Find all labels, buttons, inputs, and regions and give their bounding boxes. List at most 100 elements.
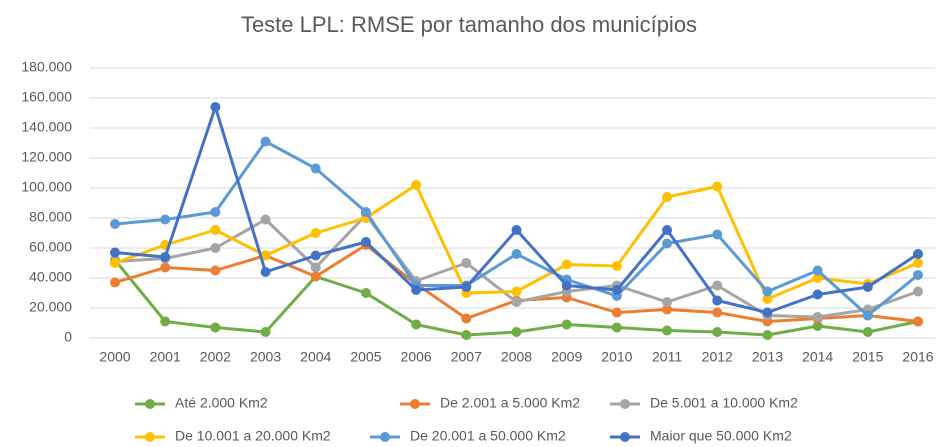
x-tick-label: 2010: [601, 349, 632, 365]
data-point: [260, 267, 271, 277]
data-point: [210, 243, 221, 253]
data-point: [611, 261, 622, 271]
data-point: [411, 319, 422, 330]
data-point: [110, 219, 120, 229]
data-point: [160, 316, 171, 327]
data-point: [812, 265, 823, 276]
data-point: [210, 207, 221, 217]
data-point: [511, 249, 522, 259]
data-point: [360, 237, 371, 247]
x-tick-label: 2014: [802, 349, 833, 365]
data-point: [461, 313, 472, 324]
x-tick-label: 2007: [451, 349, 482, 365]
data-point: [611, 307, 622, 318]
data-point: [712, 229, 723, 240]
y-tick-label: 20.000: [29, 299, 72, 315]
legend-label: Até 2.000 Km2: [175, 395, 268, 411]
data-point: [812, 312, 823, 322]
series-line: [114, 105, 919, 314]
data-point: [461, 282, 472, 292]
data-point: [310, 262, 321, 273]
x-tick-label: 2015: [852, 349, 883, 365]
data-point: [662, 238, 673, 249]
y-tick-label: 60.000: [29, 239, 72, 255]
x-tick-label: 2001: [150, 349, 181, 365]
data-point: [461, 258, 472, 268]
x-tick-label: 2009: [551, 349, 582, 365]
data-point: [611, 322, 622, 333]
data-point: [712, 307, 723, 318]
legend-marker: [145, 399, 155, 409]
x-tick-label: 2004: [300, 349, 331, 365]
x-tick-label: 2005: [350, 349, 381, 365]
y-tick-label: 180.000: [21, 59, 72, 75]
data-point: [310, 228, 321, 238]
data-point: [260, 136, 271, 147]
data-point: [712, 280, 723, 291]
x-tick-label: 2006: [401, 349, 432, 365]
data-point: [210, 265, 221, 276]
data-point: [160, 262, 171, 273]
data-point: [360, 288, 371, 298]
data-point: [611, 285, 622, 295]
data-point: [662, 192, 673, 202]
data-point: [662, 304, 673, 315]
data-point: [862, 282, 873, 292]
data-point: [160, 252, 171, 262]
data-point: [662, 225, 673, 235]
data-point: [360, 207, 371, 217]
data-point: [913, 270, 923, 280]
data-point: [662, 297, 673, 307]
y-tick-label: 40.000: [29, 269, 72, 285]
data-point: [511, 327, 522, 337]
x-tick-label: 2008: [501, 349, 532, 365]
data-point: [662, 325, 673, 336]
data-point: [210, 322, 221, 333]
data-point: [210, 225, 221, 235]
data-point: [310, 271, 321, 282]
data-point: [913, 316, 923, 327]
y-tick-label: 160.000: [21, 89, 72, 105]
y-tick-label: 120.000: [21, 149, 72, 165]
data-point: [411, 285, 422, 295]
data-point: [913, 286, 923, 297]
data-point: [110, 277, 120, 288]
data-point: [310, 163, 321, 174]
data-point: [762, 307, 773, 318]
data-point: [511, 297, 522, 307]
data-point: [561, 280, 572, 291]
legend-label: De 10.001 a 20.000 Km2: [175, 428, 331, 444]
legend-marker: [145, 432, 155, 442]
data-point: [712, 295, 723, 306]
legend-marker: [620, 432, 630, 442]
legend-marker: [410, 399, 420, 409]
data-point: [411, 180, 422, 190]
y-tick-label: 100.000: [21, 179, 72, 195]
data-point: [913, 258, 923, 268]
data-point: [310, 250, 321, 261]
x-tick-label: 2012: [702, 349, 733, 365]
legend-marker: [380, 432, 390, 442]
data-point: [561, 319, 572, 330]
data-point: [762, 286, 773, 297]
legend-marker: [620, 399, 630, 409]
data-point: [511, 286, 522, 297]
data-point: [712, 327, 723, 337]
x-tick-label: 2016: [902, 349, 933, 365]
data-point: [461, 330, 472, 340]
data-point: [762, 330, 773, 340]
y-tick-label: 140.000: [21, 119, 72, 135]
data-point: [812, 289, 823, 300]
x-tick-label: 2000: [99, 349, 130, 365]
chart-title: Teste LPL: RMSE por tamanho dos municípi…: [241, 12, 697, 37]
y-tick-label: 0: [64, 329, 72, 345]
data-point: [862, 327, 873, 337]
data-point: [812, 273, 823, 283]
legend-label: De 5.001 a 10.000 Km2: [650, 395, 798, 411]
x-tick-label: 2003: [250, 349, 281, 365]
legend-label: Maior que 50.000 Km2: [650, 428, 792, 444]
data-point: [110, 247, 120, 258]
data-point: [762, 294, 773, 304]
x-tick-label: 2011: [652, 349, 682, 365]
